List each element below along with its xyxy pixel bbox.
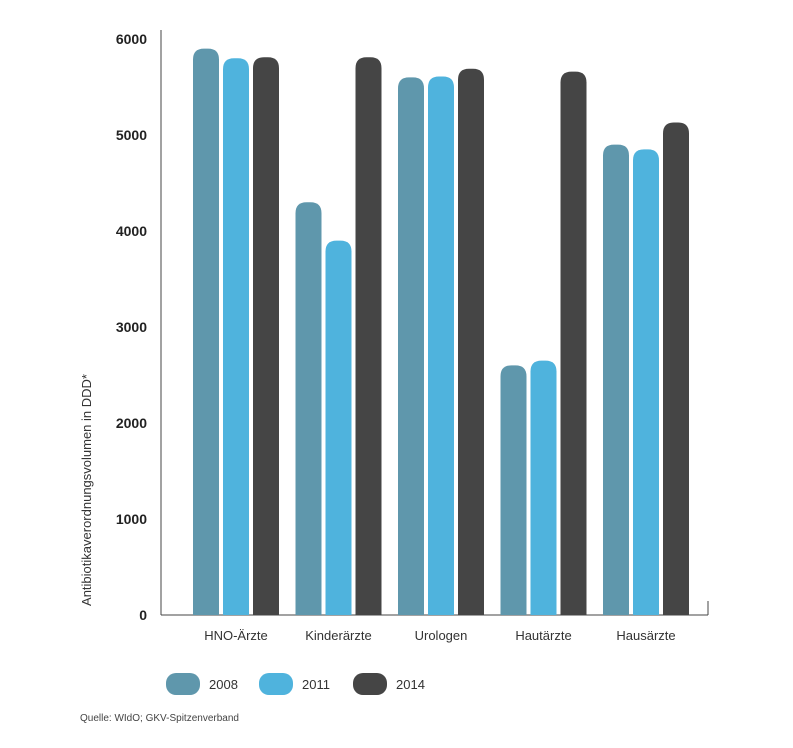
y-tick-label: 2000 xyxy=(116,415,147,431)
legend-label: 2014 xyxy=(396,677,425,692)
y-tick-label: 4000 xyxy=(116,223,147,239)
category-label: Kinderärzte xyxy=(305,628,371,643)
legend-swatch-2014 xyxy=(353,673,387,695)
bars xyxy=(193,48,689,616)
y-axis-label: Antibiotikaverordnungsvolumen in DDD* xyxy=(79,374,94,606)
bar-2011 xyxy=(428,76,454,615)
bar-2011 xyxy=(633,149,659,615)
bar-2011 xyxy=(325,240,352,615)
bar-2014 xyxy=(560,71,587,615)
source-note: Quelle: WIdO; GKV-Spitzenverband xyxy=(80,713,239,724)
category-label: Hautärzte xyxy=(515,628,571,643)
bar-2014 xyxy=(355,57,382,616)
category-label: Urologen xyxy=(415,628,468,643)
bar-2014 xyxy=(458,68,484,615)
legend-swatch-2011 xyxy=(259,673,293,695)
y-tick-label: 1000 xyxy=(116,511,147,527)
bar-2008 xyxy=(295,202,322,615)
bar-2008 xyxy=(398,77,424,615)
category-label: Hausärzte xyxy=(616,628,675,643)
legend-label: 2008 xyxy=(209,677,238,692)
bar-2014 xyxy=(663,122,689,616)
bar-2014 xyxy=(253,57,279,616)
y-tick-label: 0 xyxy=(139,607,147,623)
y-tick-labels: 0 1000 2000 3000 4000 5000 6000 xyxy=(116,31,147,623)
y-tick-label: 3000 xyxy=(116,319,147,335)
bar-2008 xyxy=(500,365,527,615)
bar-2008 xyxy=(603,144,629,615)
legend-swatch-2008 xyxy=(166,673,200,695)
bar-2011 xyxy=(223,58,249,615)
category-label: HNO-Ärzte xyxy=(204,628,268,643)
legend-label: 2011 xyxy=(302,677,330,692)
y-tick-label: 6000 xyxy=(116,31,147,47)
y-tick-label: 5000 xyxy=(116,127,147,143)
bar-2011 xyxy=(530,360,557,615)
legend: 2008 2011 2014 xyxy=(166,673,425,695)
category-labels: HNO-Ärzte Kinderärzte Urologen Hautärzte Hau… xyxy=(204,628,675,643)
bar-2008 xyxy=(193,48,219,616)
